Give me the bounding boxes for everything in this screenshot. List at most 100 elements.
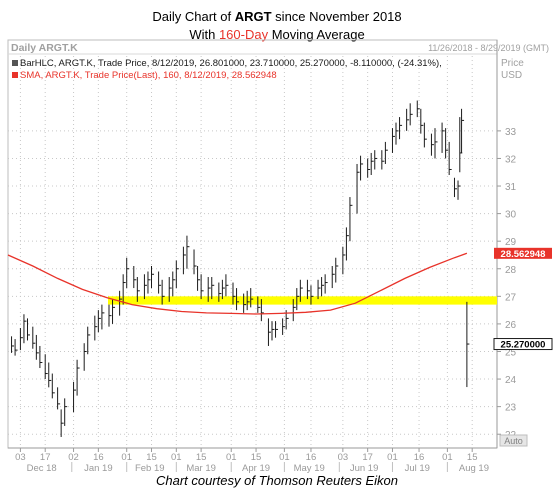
day-tick-label: 01 (387, 452, 398, 463)
price-bar (420, 108, 424, 134)
month-label: Apr 19 (242, 463, 270, 474)
price-bar (236, 288, 240, 311)
price-bar (32, 326, 36, 349)
price-tick-label: 31 (505, 182, 517, 193)
price-bar (221, 279, 225, 300)
price-bar (324, 274, 328, 294)
day-tick-label: 15 (196, 452, 207, 463)
price-bar (356, 163, 360, 214)
price-bar (423, 122, 427, 148)
price-bar (136, 277, 140, 302)
price-bar (151, 266, 155, 289)
currency-label: USD (501, 70, 522, 81)
price-bar (345, 227, 349, 261)
day-tick-label: 01 (279, 452, 290, 463)
day-tick-label: 03 (15, 452, 26, 463)
price-tick-label: 26 (505, 320, 517, 331)
price-tick-label: 32 (505, 154, 517, 165)
price-bar (335, 257, 339, 283)
price-bar (331, 266, 335, 289)
price-bar (299, 279, 303, 302)
price-tag-text: 25.270000 (501, 340, 546, 351)
day-tick-label: 15 (146, 452, 157, 463)
price-bar (211, 277, 215, 300)
price-bar (384, 141, 388, 164)
price-tick-label: 23 (505, 403, 517, 414)
price-bar (11, 336, 15, 353)
auto-label[interactable]: Auto (504, 436, 523, 446)
day-tick-label: 17 (362, 452, 373, 463)
day-tick-label: 15 (251, 452, 262, 463)
price-bar (243, 293, 247, 313)
subtitle-highlight: 160-Day (218, 27, 269, 42)
price-bar (193, 249, 197, 275)
price-bar (35, 334, 39, 360)
day-tick-label: 01 (226, 452, 237, 463)
price-bar (321, 277, 325, 297)
date-range: 11/26/2018 - 8/29/2019 (GMT) (428, 43, 549, 53)
day-tick-label: 03 (338, 452, 349, 463)
subtitle-prefix: With (189, 27, 219, 42)
title-suffix: since November 2018 (271, 9, 402, 24)
price-tick-label: 29 (505, 237, 517, 248)
price-bar (112, 299, 116, 324)
price-bar (416, 100, 420, 118)
day-tick-label: 02 (68, 452, 79, 463)
price-bar (207, 277, 211, 302)
price-bar (23, 314, 27, 344)
price-bar (275, 321, 279, 338)
title-ticker: ARGT (234, 9, 272, 24)
month-label: Dec 18 (27, 463, 57, 474)
sma-value-tag: 28.562948 (494, 247, 552, 260)
day-tick-label: 17 (40, 452, 51, 463)
day-tick-label: 01 (121, 452, 132, 463)
price-bar (453, 177, 457, 198)
price-bar (108, 304, 112, 327)
legend-bar-text: BarHLC, ARGT.K, Trade Price, 8/12/2019, … (20, 58, 442, 69)
price-bar (64, 398, 68, 426)
price-bar (172, 271, 176, 297)
price-bar (186, 235, 190, 269)
price-bar (119, 290, 123, 316)
price-bar (161, 279, 165, 305)
price-tick-label: 24 (505, 375, 517, 386)
day-tick-label: 16 (306, 452, 317, 463)
price-bar (48, 362, 52, 388)
price-bar (76, 359, 80, 396)
day-tick-label: 15 (467, 452, 478, 463)
price-bar (370, 152, 374, 175)
price-bar (457, 180, 461, 200)
price-bar (374, 150, 378, 170)
price-axis-ticks: 222324252627282930313233 (497, 127, 517, 441)
day-tick-label: 16 (414, 452, 425, 463)
price-bar (39, 345, 43, 369)
price-bar (296, 288, 300, 311)
legend-bar-swatch (12, 60, 18, 66)
price-bar (122, 274, 126, 305)
price-bar (267, 318, 271, 346)
price-bar (158, 271, 162, 294)
price-bar (26, 318, 30, 341)
sma-tag-text: 28.562948 (501, 249, 546, 260)
price-bar (292, 299, 296, 322)
price-bars (11, 100, 470, 437)
price-bar (317, 279, 321, 300)
price-bar (87, 326, 91, 355)
price-bar (257, 296, 261, 313)
price-bar (434, 128, 438, 159)
grid-layer (8, 56, 497, 448)
price-unit-label: Price (501, 58, 524, 69)
last-price-tag: 25.270000 (493, 338, 553, 351)
month-label: Aug 19 (459, 463, 489, 474)
price-bar (19, 328, 23, 351)
price-bar (445, 128, 449, 159)
price-bar (44, 354, 48, 380)
price-bar (182, 246, 186, 275)
legend-sma-text: SMA, ARGT.K, Trade Price(Last), 160, 8/1… (20, 70, 277, 81)
subtitle-suffix: Moving Average (268, 27, 365, 42)
price-bar (60, 409, 64, 437)
title-prefix: Daily Chart of (152, 9, 235, 24)
price-bar (83, 343, 87, 371)
auto-scale-button[interactable]: Auto (499, 434, 528, 447)
price-tick-label: 25 (505, 347, 517, 358)
